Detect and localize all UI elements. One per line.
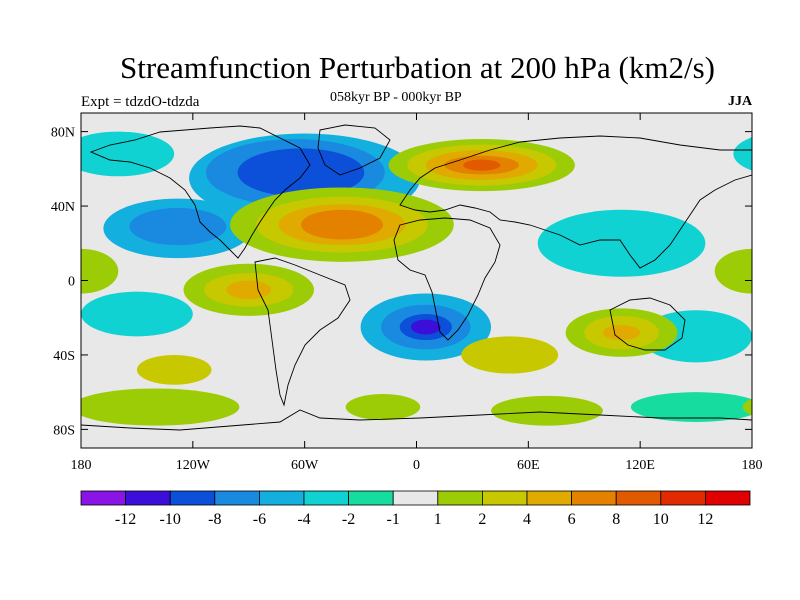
contour-region (226, 280, 272, 300)
experiment-label: Expt = tdzdO-tdzda (81, 94, 200, 110)
colorbar-swatch (660, 490, 706, 506)
colorbar-label: 12 (697, 511, 713, 528)
colorbar-swatch (214, 490, 260, 506)
contour-region (136, 354, 212, 385)
colorbar-swatch (303, 490, 349, 506)
contour-fill-layer (81, 131, 752, 426)
colorbar-swatch (437, 490, 483, 506)
lat-tick-label: 80S (53, 423, 75, 438)
colorbar-swatch (571, 490, 617, 506)
colorbar-label: 4 (523, 511, 531, 528)
colorbar-swatch (615, 490, 662, 506)
lon-tick-label: 180 (742, 458, 763, 473)
contour-region (714, 248, 752, 294)
colorbar-label: -4 (297, 511, 310, 528)
coastline-australia (609, 297, 686, 351)
colorbar-label: -10 (160, 511, 181, 528)
coastline-north-america (89, 125, 311, 259)
colorbar-swatch (481, 490, 528, 506)
coastline-south-america (254, 257, 351, 407)
contour-region (463, 159, 501, 171)
map-axes: 80N 40N 0 40S 80S 180 120W 60W 0 60E 120E 180 (51, 113, 763, 473)
lon-tick-label: 180 (71, 458, 92, 473)
colorbar-label: 10 (653, 511, 669, 528)
colorbar-swatch (348, 490, 394, 506)
contour-region (602, 325, 641, 341)
colorbar-label: 8 (612, 511, 620, 528)
coastline-antarctica (81, 409, 752, 431)
colorbar-swatch (169, 490, 216, 506)
map-area (80, 112, 753, 449)
contour-region (81, 388, 240, 426)
contour-region (630, 392, 752, 422)
lat-tick-label: 40S (53, 349, 75, 364)
colorbar-label: 2 (478, 511, 486, 528)
contour-region (345, 394, 421, 421)
colorbar-swatch (526, 490, 572, 506)
colorbar-label: 1 (434, 511, 442, 528)
contour-region (300, 209, 383, 240)
contour-region (733, 137, 752, 171)
contour-region (237, 148, 365, 197)
coastline-europe-asia (399, 135, 752, 269)
lat-tick-label: 40N (51, 200, 75, 215)
contour-region (81, 248, 119, 294)
lon-tick-label: 60E (517, 458, 540, 473)
colorbar-swatch (80, 490, 126, 506)
contour-region (81, 131, 175, 177)
colorbar-swatch (392, 490, 439, 506)
contour-region (129, 207, 227, 246)
contour-region (742, 398, 752, 416)
colorbar-label: -2 (342, 511, 355, 528)
contour-region (491, 395, 603, 426)
colorbar: -12 -10 -8 -6 -4 -2 -1 1 2 4 6 8 10 12 (80, 490, 751, 528)
chart-subtitle: 058kyr BP - 000kyr BP (330, 90, 462, 105)
contour-region (410, 319, 441, 335)
coastline-africa (393, 217, 501, 341)
contour-region (537, 209, 706, 277)
colorbar-label: -6 (253, 511, 266, 528)
coastline-layer (81, 124, 752, 431)
contour-region (81, 291, 193, 337)
contour-region (461, 336, 559, 374)
colorbar-label: -1 (387, 511, 400, 528)
lon-tick-label: 0 (413, 458, 420, 473)
lon-tick-label: 120W (176, 458, 211, 473)
lon-tick-label: 120E (625, 458, 655, 473)
colorbar-swatch (705, 490, 751, 506)
lat-tick-label: 80N (51, 126, 75, 141)
season-label: JJA (728, 94, 753, 109)
chart-title: Streamfunction Perturbation at 200 hPa (… (120, 50, 715, 85)
colorbar-label: -12 (115, 511, 136, 528)
colorbar-label: 6 (568, 511, 576, 528)
lat-tick-label: 0 (68, 275, 75, 290)
lon-tick-label: 60W (291, 458, 319, 473)
colorbar-swatch (258, 490, 305, 506)
colorbar-label: -8 (208, 511, 221, 528)
coastline-greenland (317, 124, 391, 176)
colorbar-swatch (125, 490, 171, 506)
